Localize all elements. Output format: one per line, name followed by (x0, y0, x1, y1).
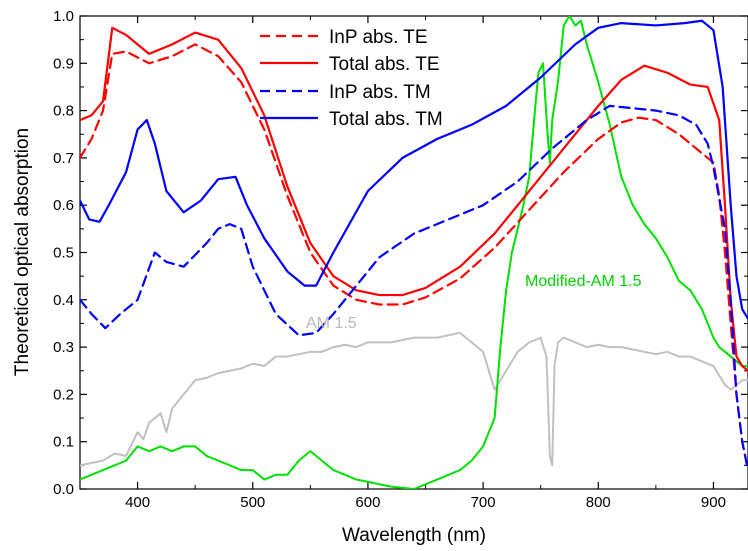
legend: InP abs. TE Total abs. TE InP abs. TM To… (260, 27, 443, 130)
series-line-total-abs-tm (80, 19, 748, 320)
series-layer (80, 16, 748, 489)
legend-label-total-tm: Total abs. TM (329, 109, 443, 130)
y-tick-label-0.5: 0.5 (53, 245, 74, 262)
x-tick-label-600: 600 (355, 494, 380, 511)
legend-entry-inp-tm: InP abs. TM (260, 82, 431, 103)
y-axis-title: Theoretical optical absorption (12, 128, 33, 376)
series-line-inp-abs-tm (80, 104, 748, 472)
legend-entry-total-te: Total abs. TE (260, 54, 440, 75)
y-tick-label-0.9: 0.9 (53, 55, 74, 72)
x-axis-ticks: 400 500 600 700 800 900 (79, 16, 726, 511)
y-axis-ticks: 0.0 0.1 0.2 0.3 0.4 0.5 0.6 0.7 0.8 0.9 1.0 (53, 8, 748, 498)
legend-entry-total-tm: Total abs. TM (260, 109, 443, 130)
series-line-am-1-5 (80, 331, 748, 467)
legend-entry-inp-te: InP abs. TE (260, 27, 428, 48)
y-tick-label-1.0: 1.0 (53, 8, 74, 25)
legend-label-total-te: Total abs. TE (329, 54, 440, 75)
annotation-modified-am15: Modified-AM 1.5 (525, 273, 642, 290)
y-tick-label-0.7: 0.7 (53, 150, 74, 167)
series-line-modified-am-1-5 (80, 16, 748, 489)
x-tick-label-500: 500 (240, 494, 265, 511)
y-tick-label-0.8: 0.8 (53, 103, 74, 120)
y-tick-label-0.2: 0.2 (53, 386, 74, 403)
legend-label-inp-te: InP abs. TE (329, 27, 428, 48)
y-tick-label-0.6: 0.6 (53, 197, 74, 214)
y-tick-label-0.1: 0.1 (53, 434, 74, 451)
x-tick-label-400: 400 (125, 494, 150, 511)
y-tick-label-0.4: 0.4 (53, 292, 74, 309)
x-tick-label-800: 800 (586, 494, 611, 511)
x-axis-title: Wavelength (nm) (342, 525, 486, 546)
annotation-am15: AM 1.5 (306, 315, 357, 332)
series-line-total-abs-te (80, 26, 748, 372)
x-tick-label-900: 900 (701, 494, 726, 511)
y-tick-label-0.3: 0.3 (53, 339, 74, 356)
legend-label-inp-tm: InP abs. TM (329, 82, 431, 103)
x-tick-label-700: 700 (471, 494, 496, 511)
y-tick-label-0.0: 0.0 (53, 481, 74, 498)
